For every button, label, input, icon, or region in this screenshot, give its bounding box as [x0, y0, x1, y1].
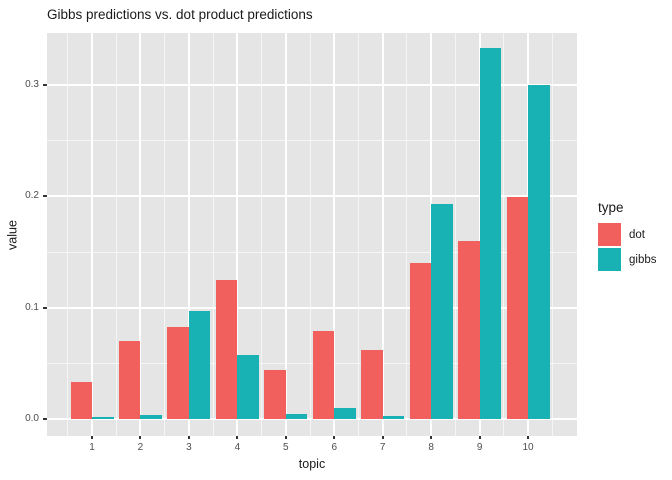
gridline-x-minor: [67, 33, 69, 436]
gridline-x-major: [139, 33, 142, 436]
bar-gibbs-topic-1: [92, 417, 114, 420]
legend-items: dot gibbs: [598, 223, 672, 271]
gridline-x-minor: [406, 33, 408, 436]
x-tick-mark: [284, 436, 287, 439]
gridline-x-minor: [309, 33, 311, 436]
legend-title: type: [598, 200, 624, 215]
bar-dot-topic-5: [264, 370, 286, 420]
x-axis-title: topic: [298, 457, 326, 471]
legend-item-gibbs: gibbs: [598, 248, 672, 271]
gridline-x-minor: [115, 33, 117, 436]
x-tick-mark: [478, 436, 481, 439]
gridline-x-major: [284, 33, 287, 436]
bar-dot-topic-3: [167, 326, 189, 420]
bar-gibbs-topic-5: [285, 413, 308, 420]
x-tick-label: 1: [89, 442, 95, 453]
y-tick-mark: [43, 83, 47, 86]
gridline-y-minor: [47, 363, 577, 365]
x-tick-mark: [91, 436, 93, 439]
legend-label-gibbs: gibbs: [629, 253, 657, 266]
x-tick-mark: [430, 436, 433, 439]
y-tick-mark: [43, 195, 47, 198]
y-axis-title: value: [5, 220, 20, 250]
x-tick-mark: [381, 436, 384, 439]
legend-swatch-dot: [598, 223, 621, 246]
y-tick-label: 0.2: [25, 190, 39, 202]
y-tick-label: 0.1: [25, 301, 39, 313]
x-tick-mark: [333, 436, 336, 439]
x-tick-mark: [187, 436, 190, 439]
bar-dot-topic-7: [361, 350, 383, 420]
gridline-x-minor: [503, 33, 505, 436]
legend-item-dot: dot: [598, 223, 672, 246]
gridline-x-minor: [454, 33, 456, 436]
x-tick-label: 2: [137, 442, 144, 453]
bar-gibbs-topic-4: [237, 354, 259, 420]
gridline-x-major: [333, 33, 336, 436]
gridline-x-major: [187, 33, 190, 436]
x-tick-mark: [527, 436, 530, 439]
x-tick-mark: [236, 436, 239, 439]
y-tick-mark: [43, 418, 47, 421]
x-tick-label: 7: [379, 442, 386, 453]
legend-swatch-gibbs: [598, 248, 621, 271]
gridline-x-major: [236, 33, 239, 436]
x-tick-label: 8: [428, 442, 434, 453]
plot-panel: [47, 33, 577, 436]
bar-gibbs-topic-2: [140, 414, 162, 420]
x-tick-label: 3: [186, 442, 192, 453]
chart-title: Gibbs predictions vs. dot product predic…: [47, 7, 313, 22]
gridline-x-minor: [357, 33, 359, 436]
y-tick-mark: [43, 306, 47, 309]
bar-dot-topic-6: [312, 331, 335, 420]
bar-gibbs-topic-10: [528, 84, 550, 420]
bar-dot-topic-10: [506, 197, 529, 420]
bar-gibbs-topic-3: [188, 311, 211, 420]
gridline-y-minor: [47, 251, 577, 253]
gridline-y-major: [47, 418, 577, 421]
x-tick-label: 10: [522, 442, 534, 453]
gridline-x-minor: [261, 33, 263, 436]
bar-dot-topic-8: [409, 263, 432, 420]
x-tick-label: 9: [476, 442, 483, 453]
gridline-y-major: [47, 195, 577, 198]
gridline-x-major: [381, 33, 384, 436]
gridline-y-major: [47, 83, 577, 86]
legend-label-dot: dot: [629, 228, 645, 241]
gridline-x-major: [91, 33, 93, 436]
bar-gibbs-topic-6: [334, 408, 356, 420]
bar-gibbs-topic-8: [431, 204, 453, 420]
gridline-y-major: [47, 306, 577, 309]
bar-dot-topic-9: [458, 240, 480, 420]
x-tick-label: 6: [331, 442, 338, 453]
bar-dot-topic-1: [70, 382, 92, 420]
x-tick-label: 5: [283, 442, 289, 453]
gridline-x-minor: [212, 33, 214, 436]
y-tick-label: 0.0: [25, 413, 39, 425]
gridline-y-minor: [47, 140, 577, 142]
x-tick-label: 4: [234, 442, 241, 453]
bar-gibbs-topic-7: [382, 415, 405, 420]
x-tick-mark: [139, 436, 142, 439]
bar-gibbs-topic-9: [479, 48, 502, 420]
gridline-x-minor: [551, 33, 553, 436]
gridline-x-minor: [164, 33, 166, 436]
bar-dot-topic-4: [215, 279, 238, 420]
legend: type dot gibbs: [598, 200, 672, 273]
y-tick-label: 0.3: [25, 78, 39, 90]
bar-dot-topic-2: [118, 341, 141, 420]
